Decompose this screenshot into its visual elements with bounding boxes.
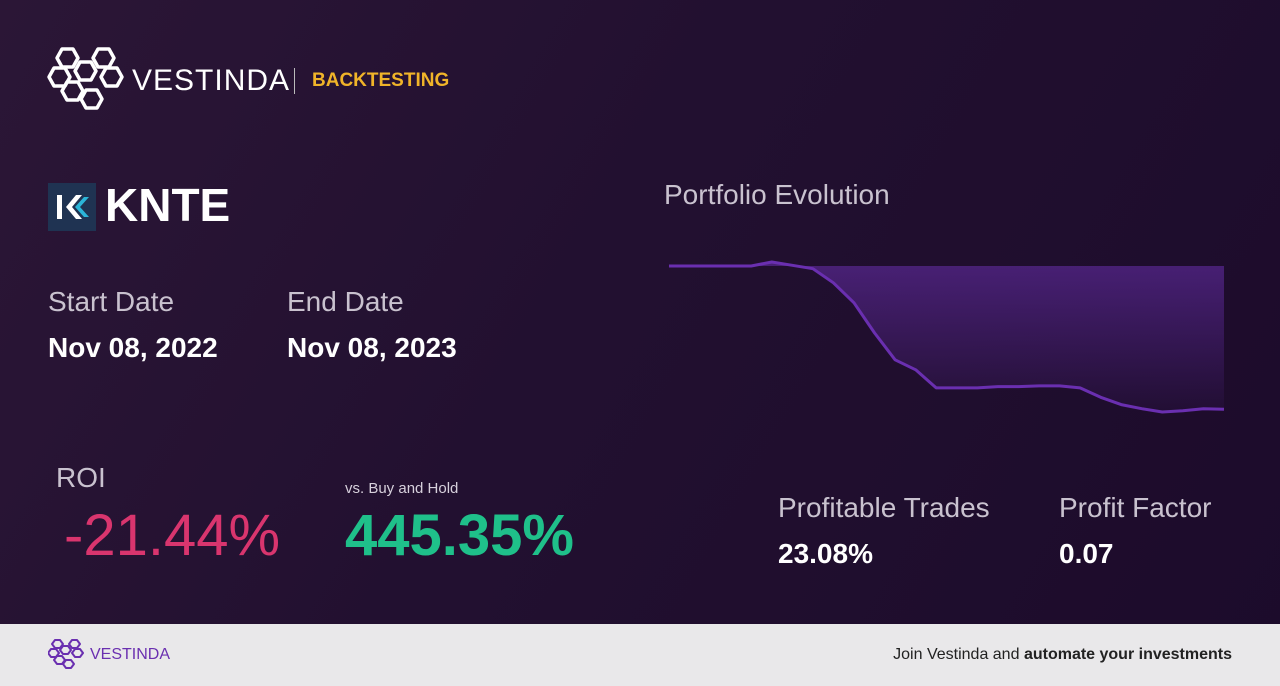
end-label: End Date: [287, 286, 404, 317]
end-date: Nov 08, 2023: [287, 332, 457, 363]
divider: [294, 68, 295, 94]
ticker: KNTE: [105, 179, 231, 231]
compare-label: vs. Buy and Hold: [345, 480, 459, 497]
area: [669, 262, 1224, 412]
footer-text: Join Vestinda and: [893, 646, 1020, 663]
footer-bold[interactable]: automate your investments: [1023, 646, 1232, 663]
footer-brand: VESTINDA: [90, 646, 171, 663]
logo: [47, 47, 124, 110]
chart-title: Portfolio Evolution: [664, 179, 890, 210]
start-date: Nov 08, 2022: [48, 332, 218, 363]
factor-value: 0.07: [1059, 538, 1114, 569]
roi-label: ROI: [56, 462, 106, 493]
footer: VESTINDA Join Vestinda and automate your…: [0, 624, 1280, 686]
start-label: Start Date: [48, 286, 175, 317]
profitable-label: Profitable Trades: [778, 492, 990, 523]
brand: VESTINDA: [132, 64, 291, 97]
footer-cta: Join Vestinda and automate your investme…: [893, 646, 1232, 664]
compare-value: 445.35%: [345, 503, 574, 568]
profitable-value: 23.08%: [778, 538, 873, 569]
line: [669, 260, 1225, 414]
footer-logo: [48, 639, 84, 669]
factor-label: Profit Factor: [1059, 492, 1212, 523]
roi-value: -21.44%: [64, 503, 281, 568]
ticker-icon: [48, 183, 96, 231]
chart: [669, 260, 1225, 414]
section: BACKTESTING: [312, 70, 450, 91]
